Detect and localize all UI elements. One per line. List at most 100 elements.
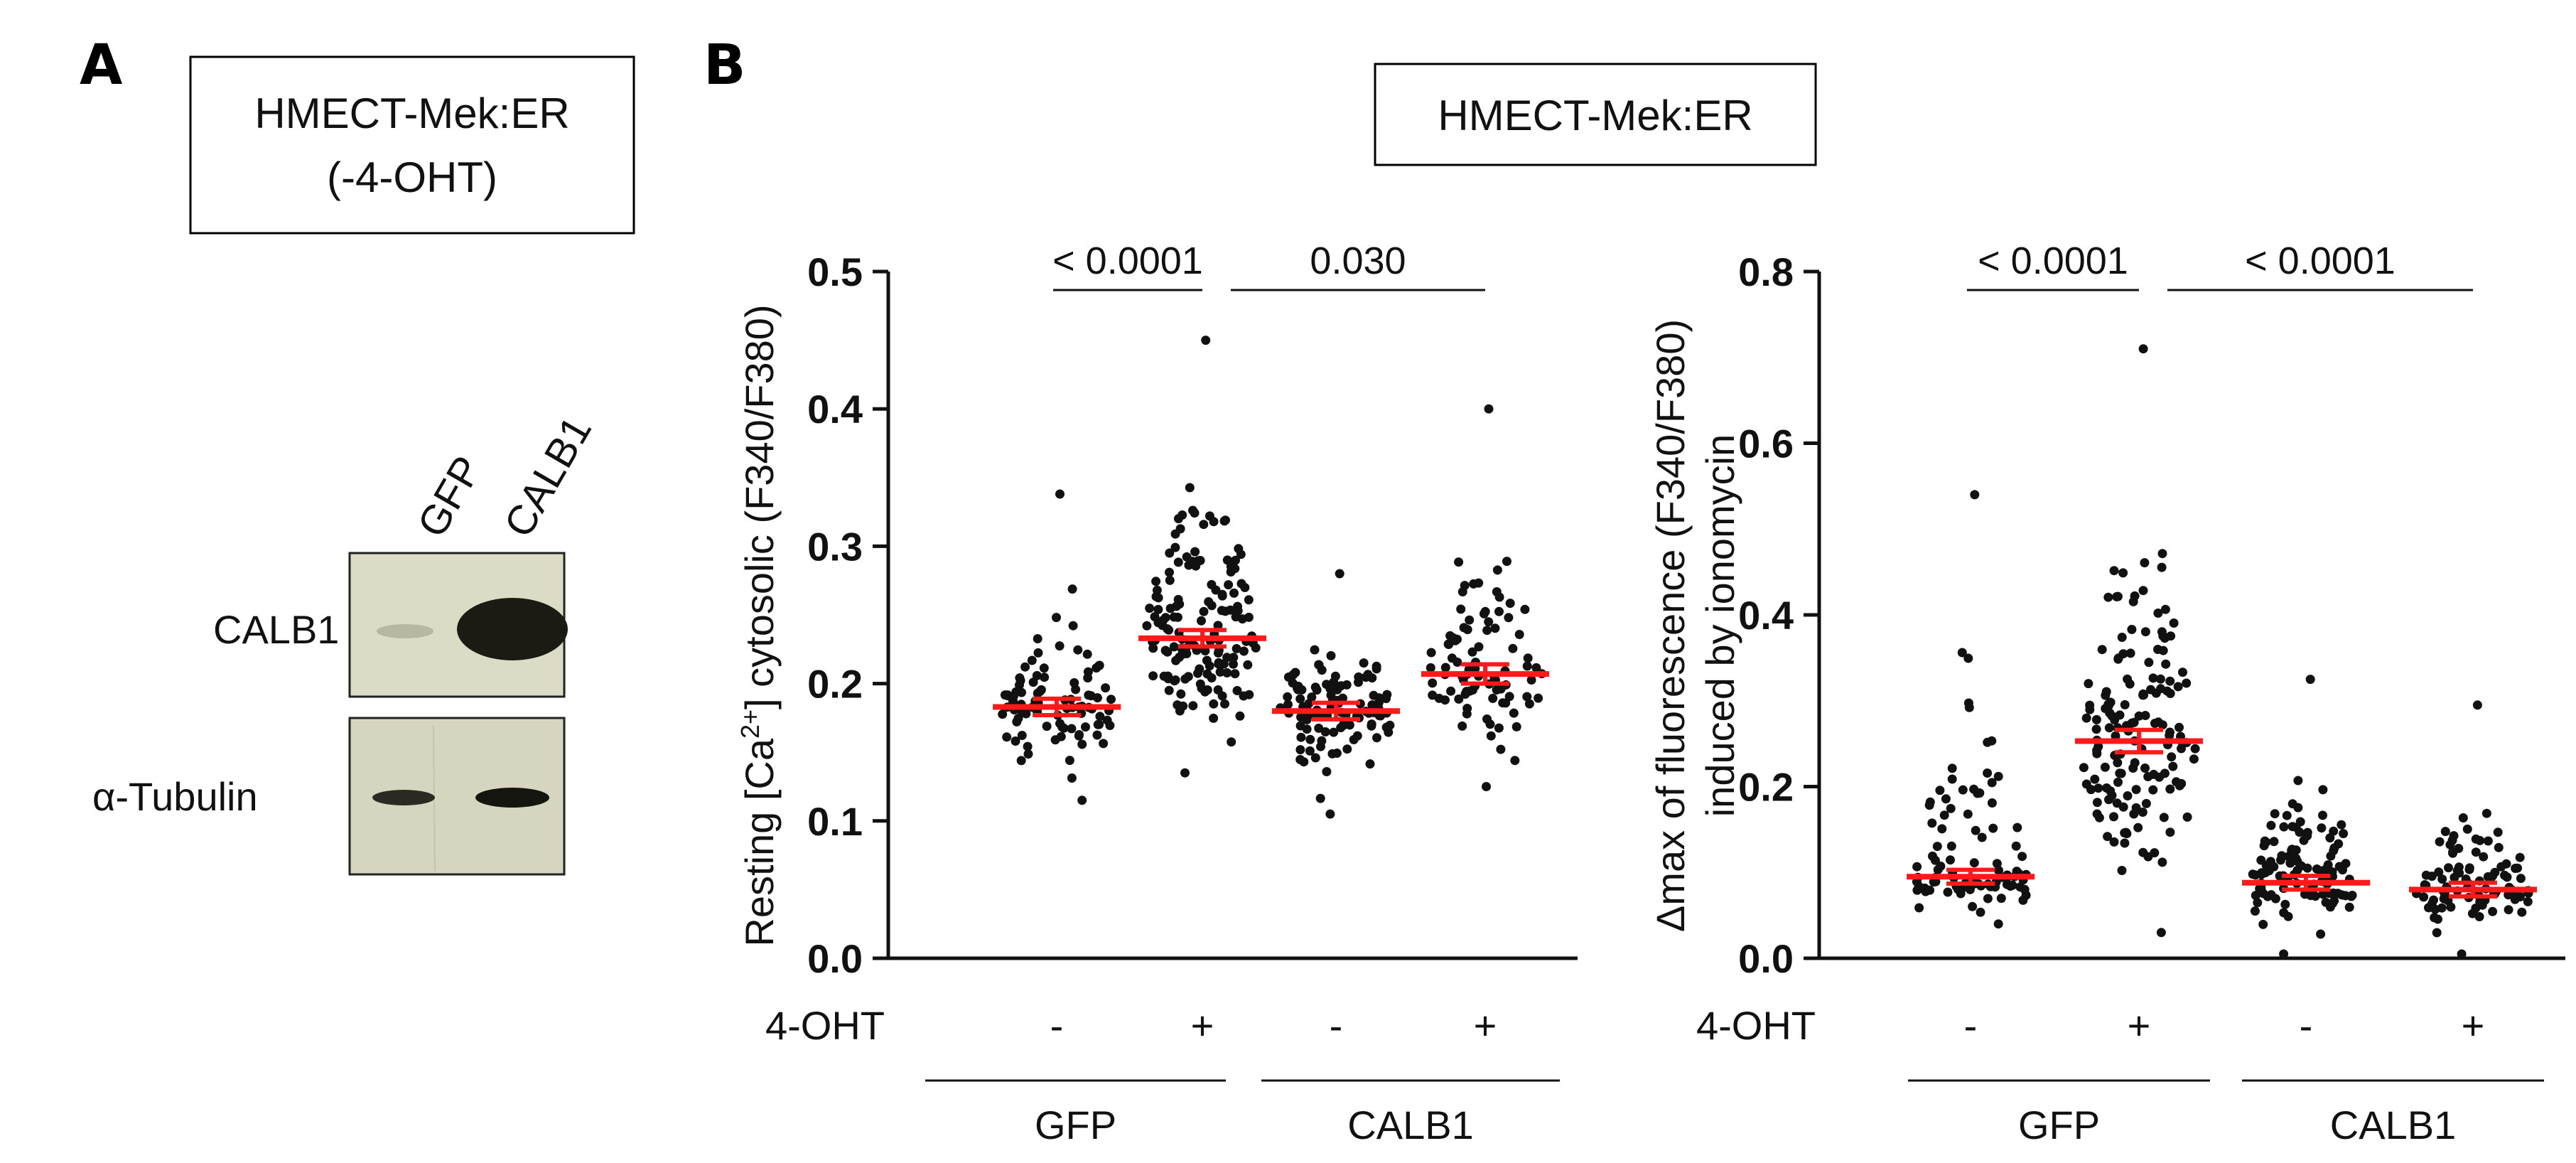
chart1-point: [1197, 683, 1207, 693]
chart2-tick-label: 0.4: [1738, 593, 1794, 638]
chart1-point: [1315, 793, 1325, 803]
chart1-point: [1077, 795, 1087, 805]
chart2-tick-label: 0.8: [1738, 250, 1794, 294]
chart1-point: [1329, 727, 1339, 737]
chart2-point: [2510, 894, 2520, 904]
chart2-group-label: GFP: [2018, 1103, 2100, 1147]
chart1-point: [1310, 645, 1320, 655]
chart1-point: [1322, 767, 1332, 776]
chart2-point: [2093, 783, 2103, 793]
chart1-point: [1083, 673, 1093, 683]
chart2-point: [2325, 833, 2335, 843]
chart2-tick-label: 0.2: [1738, 765, 1794, 810]
chart1-point: [1305, 746, 1315, 756]
chart2-point: [2081, 713, 2091, 723]
chart1-point: [1359, 658, 1369, 668]
chart1-point: [1490, 623, 1500, 633]
chart1-point: [1229, 653, 1239, 663]
chart2-point: [2251, 891, 2260, 901]
chart1-point: [1498, 698, 1508, 708]
chart2-point: [2111, 731, 2120, 741]
chart1-point: [1033, 688, 1042, 698]
chart2-point: [2457, 949, 2467, 959]
chart1-point: [1173, 700, 1182, 710]
chart1-point: [1440, 663, 1450, 672]
chart1-point: [1310, 682, 1320, 692]
chart1-series-3: [1421, 404, 1549, 791]
chart2-point: [2269, 837, 2279, 847]
chart2-point: [2138, 344, 2148, 354]
chart1-point: [1092, 730, 1102, 740]
chart1-point: [1015, 680, 1024, 690]
band-gfp-calb1: [377, 624, 433, 638]
chart2-point: [2496, 862, 2506, 872]
chart1-point: [1484, 404, 1494, 414]
chart1-point: [1095, 712, 1105, 722]
chart1-point: [1094, 660, 1104, 670]
chart2-point: [1936, 862, 1946, 871]
chart1-point: [1446, 686, 1456, 696]
chart2-point: [2160, 604, 2170, 614]
chart2-point: [1988, 823, 1998, 833]
chart2-point: [2140, 558, 2150, 568]
chart1-point: [1190, 547, 1200, 557]
chart1-point: [1496, 744, 1506, 754]
chart1-point: [1199, 606, 1209, 616]
chart2-point: [2172, 777, 2181, 787]
chart2-point: [2474, 912, 2484, 921]
chart1-point: [1170, 675, 1180, 685]
chart2-point: [1996, 894, 2006, 904]
chart1-point: [1185, 483, 1195, 493]
chart2-point: [2471, 847, 2481, 857]
chart2-point: [2282, 810, 2292, 820]
chart1-point: [1215, 667, 1225, 677]
chart1-point: [1531, 663, 1541, 672]
chart1-point: [1199, 520, 1209, 530]
chart2-point: [2011, 841, 2021, 851]
chart2-point: [2148, 785, 2158, 795]
chart1-point: [1068, 621, 1078, 631]
chart1-point: [1150, 612, 1160, 622]
chart2-point: [1983, 737, 1993, 747]
chart1-point: [1492, 587, 1502, 596]
chart1-point: [1055, 641, 1065, 651]
chart1-point: [1011, 736, 1020, 746]
chart2-point: [1939, 810, 1949, 820]
chart2-point: [1963, 653, 1973, 663]
chart1-point: [1148, 671, 1158, 681]
chart1-tick-label: 0.0: [807, 936, 863, 981]
chart2-point: [2178, 668, 2187, 677]
chart2-point: [2106, 786, 2116, 796]
chart2-point: [1987, 778, 1997, 788]
chart2-point: [2448, 847, 2457, 857]
chart1-point: [1504, 692, 1514, 702]
chart1-point: [1233, 606, 1243, 616]
chart1-point: [1164, 685, 1174, 695]
chart2-point: [2280, 899, 2290, 909]
chart2-point: [2012, 822, 2022, 832]
chart2-point: [2256, 855, 2266, 865]
chart2-point: [2321, 897, 2331, 907]
chart2-point: [2296, 861, 2306, 871]
chart1-point: [1296, 732, 1306, 742]
chart2-point: [2168, 761, 2178, 771]
chart1-point: [1361, 672, 1371, 682]
chart1-point: [1188, 505, 1197, 515]
chart2-point: [2502, 872, 2512, 882]
panel-b-header-box: [1374, 63, 1817, 166]
chart1-point: [1164, 625, 1174, 635]
chart2-point: [2462, 824, 2472, 834]
chart2-point: [2269, 862, 2279, 872]
chart2-point: [2091, 724, 2101, 734]
chart2-point: [2120, 828, 2130, 838]
chart1-point: [1052, 613, 1061, 623]
panel-a-header-line2: (-4-OHT): [327, 154, 497, 201]
chart2-point: [1970, 490, 1980, 500]
chart1-point: [1534, 693, 1543, 703]
chart1-point: [1219, 659, 1229, 669]
chart2-point: [2182, 812, 2192, 822]
chart1-point: [1177, 510, 1187, 520]
chart1-point: [1201, 336, 1211, 345]
chart2-point: [2250, 906, 2260, 916]
chart2-point: [2472, 700, 2482, 710]
